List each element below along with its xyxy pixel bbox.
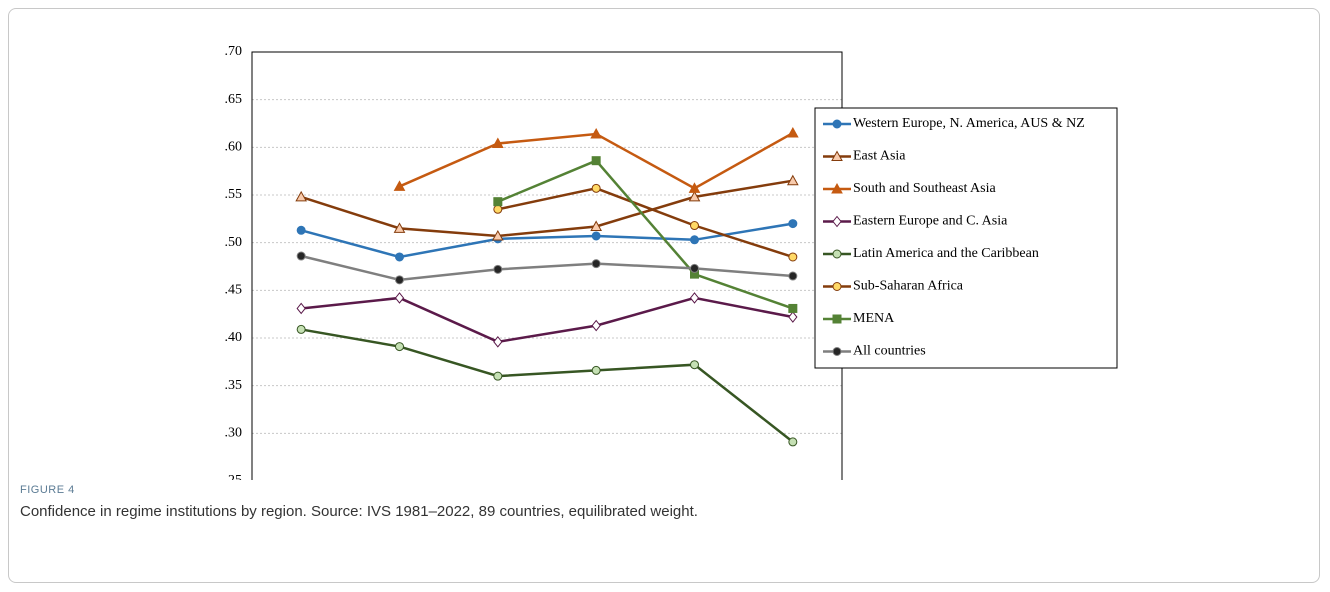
data-point (788, 437, 798, 447)
chart: .25.30.35.40.45.50.55.60.65.701989-19931… (225, 44, 1118, 480)
data-point (788, 311, 798, 323)
y-tick-label: .45 (225, 283, 243, 298)
data-point (395, 342, 404, 352)
figure-label: FIGURE 4 (20, 484, 75, 496)
legend-marker (831, 150, 843, 161)
data-point (296, 225, 306, 235)
data-point (688, 182, 701, 193)
data-point (788, 252, 798, 262)
data-point (591, 231, 601, 241)
y-tick-label: .35 (225, 378, 243, 393)
data-point (296, 251, 306, 261)
y-tick-label: .55 (225, 187, 243, 202)
series-line (300, 222, 794, 259)
legend-marker (832, 282, 842, 291)
data-point (591, 259, 601, 269)
data-point (690, 221, 699, 231)
data-point (690, 263, 699, 273)
series-line (300, 328, 794, 443)
series-line (300, 179, 794, 238)
data-point (690, 235, 699, 245)
legend-label: All countries (853, 344, 926, 359)
data-point (688, 190, 701, 202)
y-tick-label: .25 (225, 473, 243, 480)
data-point (689, 292, 700, 304)
data-point (590, 220, 603, 231)
y-tick-label: .70 (225, 44, 243, 59)
data-point (393, 222, 406, 233)
data-point (395, 252, 404, 262)
legend-label: MENA (853, 311, 895, 326)
data-point (591, 319, 601, 332)
legend-label: East Asia (853, 149, 906, 164)
data-point (493, 204, 503, 214)
data-point (493, 336, 503, 348)
data-point (591, 156, 601, 166)
series-line (497, 159, 794, 310)
legend-label: Latin America and the Caribbean (853, 246, 1039, 261)
data-point (591, 183, 601, 193)
y-tick-label: .40 (225, 330, 243, 345)
data-point (690, 360, 699, 370)
series-line (301, 296, 794, 344)
legend-marker (832, 249, 842, 259)
data-point (493, 371, 503, 381)
legend-label: South and Southeast Asia (853, 181, 997, 196)
data-point (393, 180, 406, 191)
data-point (491, 137, 504, 149)
legend-marker (832, 314, 842, 324)
y-tick-label: .65 (225, 92, 243, 107)
legend-marker (832, 215, 842, 228)
data-point (591, 365, 601, 375)
data-point (394, 292, 405, 304)
data-point (395, 275, 404, 285)
data-point (788, 303, 798, 313)
data-point (493, 197, 503, 207)
legend-label: Sub-Saharan Africa (853, 279, 964, 294)
series-line (300, 254, 793, 282)
y-tick-label: .60 (225, 140, 243, 155)
y-tick-label: .50 (225, 235, 243, 250)
legend-marker (832, 347, 842, 356)
data-point (786, 127, 799, 138)
series-line (497, 187, 794, 259)
legend-box (814, 107, 1118, 369)
data-point (493, 264, 503, 274)
data-point (788, 219, 798, 229)
figure-caption: Confidence in regime institutions by reg… (20, 503, 698, 520)
legend-marker (831, 182, 843, 194)
data-point (590, 127, 603, 139)
legend-label: Eastern Europe and C. Asia (853, 214, 1008, 229)
data-point (296, 302, 306, 315)
legend-label: Western Europe, N. America, AUS & NZ (853, 116, 1085, 131)
data-point (788, 271, 798, 281)
data-point (786, 174, 799, 186)
y-tick-label: .30 (225, 426, 243, 441)
data-point (296, 324, 306, 334)
data-point (295, 190, 308, 202)
data-point (491, 229, 504, 241)
legend-marker (832, 119, 842, 129)
figure-frame (8, 8, 1320, 583)
